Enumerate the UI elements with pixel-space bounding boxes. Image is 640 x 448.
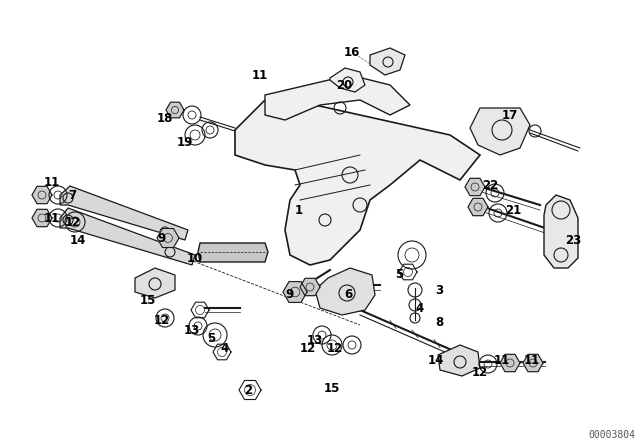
Polygon shape (32, 186, 52, 204)
Polygon shape (135, 268, 175, 298)
Text: 12: 12 (65, 215, 81, 228)
Text: 15: 15 (140, 293, 156, 306)
Polygon shape (370, 48, 405, 75)
Polygon shape (500, 354, 520, 372)
Text: 12: 12 (327, 341, 343, 354)
Polygon shape (300, 278, 320, 296)
Text: 4: 4 (415, 302, 423, 314)
Text: 20: 20 (336, 78, 352, 91)
Text: 11: 11 (44, 176, 60, 189)
Text: 5: 5 (207, 332, 215, 345)
Text: 22: 22 (482, 178, 498, 191)
Text: 12: 12 (154, 314, 170, 327)
Text: 3: 3 (435, 284, 443, 297)
Polygon shape (166, 102, 184, 118)
Text: 15: 15 (324, 382, 340, 395)
Polygon shape (465, 178, 485, 196)
Text: 13: 13 (307, 333, 323, 346)
Text: 17: 17 (502, 108, 518, 121)
Polygon shape (235, 95, 480, 265)
Polygon shape (468, 198, 488, 215)
Polygon shape (330, 68, 365, 92)
Polygon shape (265, 75, 410, 120)
Text: 13: 13 (184, 323, 200, 336)
Polygon shape (470, 108, 530, 155)
Polygon shape (544, 195, 578, 268)
Polygon shape (523, 354, 543, 372)
Text: 11: 11 (252, 69, 268, 82)
Polygon shape (60, 186, 188, 240)
Text: 16: 16 (344, 46, 360, 59)
Text: 11: 11 (494, 353, 510, 366)
Text: 00003804: 00003804 (588, 430, 635, 440)
Polygon shape (438, 345, 480, 376)
Text: 7: 7 (68, 189, 76, 202)
Text: 9: 9 (158, 232, 166, 245)
Text: 12: 12 (300, 341, 316, 354)
Text: 8: 8 (435, 315, 444, 328)
Text: 10: 10 (187, 251, 203, 264)
Polygon shape (60, 208, 195, 265)
Text: 4: 4 (220, 341, 228, 354)
Polygon shape (32, 209, 52, 227)
Text: 1: 1 (295, 203, 303, 216)
Text: 5: 5 (395, 268, 403, 281)
Polygon shape (157, 228, 179, 248)
Text: 14: 14 (428, 353, 444, 366)
Polygon shape (198, 243, 268, 262)
Text: 2: 2 (244, 383, 252, 396)
Text: 12: 12 (472, 366, 488, 379)
Text: 6: 6 (344, 289, 352, 302)
Text: 21: 21 (505, 203, 521, 216)
Text: 9: 9 (286, 289, 294, 302)
Text: 23: 23 (565, 233, 581, 246)
Text: 14: 14 (70, 233, 86, 246)
Text: 11: 11 (524, 353, 540, 366)
Text: 18: 18 (157, 112, 173, 125)
Polygon shape (315, 268, 375, 315)
Text: 11: 11 (44, 211, 60, 224)
Text: 19: 19 (177, 135, 193, 148)
Polygon shape (283, 282, 307, 302)
